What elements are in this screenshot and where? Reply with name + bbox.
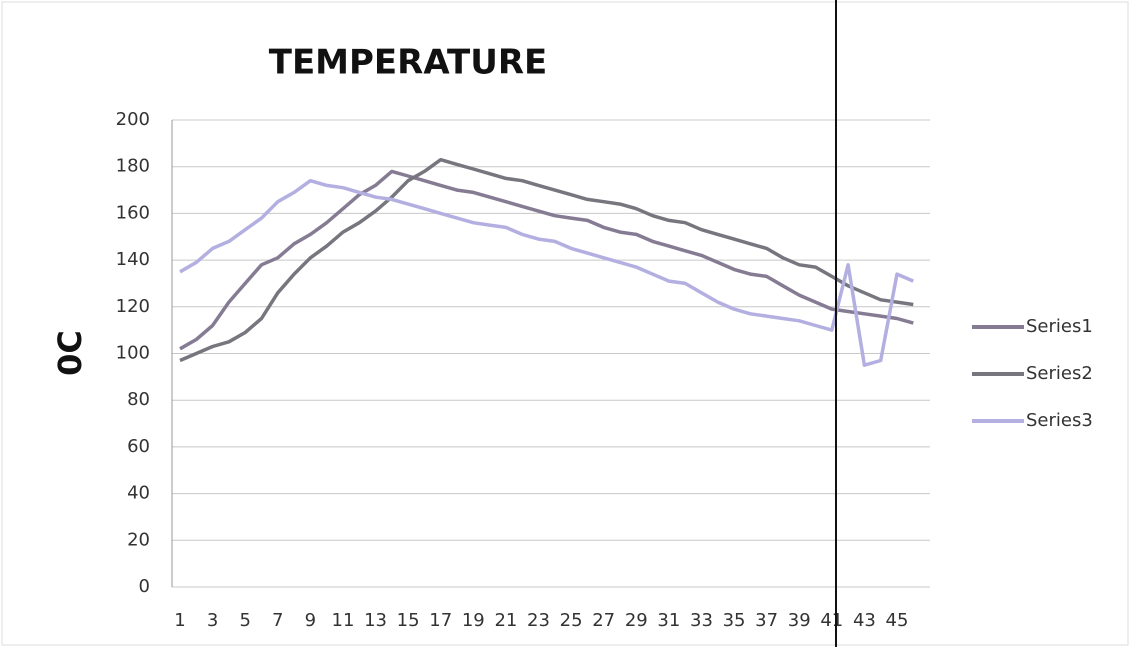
x-tick-label: 25 — [560, 610, 583, 631]
legend-label: Series1 — [1026, 316, 1093, 337]
x-tick-label: 1 — [174, 610, 185, 631]
y-tick-label: 100 — [116, 343, 150, 364]
x-tick-label: 15 — [397, 610, 420, 631]
x-tick-label: 45 — [886, 610, 909, 631]
x-tick-label: 11 — [332, 610, 355, 631]
x-tick-label: 41 — [820, 610, 843, 631]
y-tick-label: 60 — [127, 436, 150, 457]
x-tick-label: 37 — [755, 610, 778, 631]
y-tick-label: 120 — [116, 296, 150, 317]
series-line — [179, 157, 914, 363]
x-tick-label: 35 — [723, 610, 746, 631]
x-tick-label: 39 — [788, 610, 811, 631]
y-tick-label: 40 — [127, 483, 150, 504]
series-line — [179, 178, 914, 367]
y-axis-label: 0C — [51, 330, 89, 376]
x-tick-label: 7 — [272, 610, 283, 631]
legend-label: Series2 — [1026, 363, 1093, 384]
x-tick-label: 27 — [592, 610, 615, 631]
x-tick-label: 43 — [853, 610, 876, 631]
y-tick-label: 80 — [127, 389, 150, 410]
y-tick-label: 0 — [139, 576, 150, 597]
legend-label: Series3 — [1026, 410, 1093, 431]
y-tick-label: 200 — [116, 109, 150, 130]
x-tick-label: 21 — [494, 610, 517, 631]
y-tick-label: 180 — [116, 156, 150, 177]
x-tick-label: 23 — [527, 610, 550, 631]
y-tick-label: 140 — [116, 249, 150, 270]
x-tick-label: 17 — [429, 610, 452, 631]
x-tick-label: 9 — [305, 610, 316, 631]
y-tick-label: 20 — [127, 529, 150, 550]
x-tick-label: 31 — [657, 610, 680, 631]
x-tick-label: 19 — [462, 610, 485, 631]
series-line — [179, 169, 914, 351]
x-tick-label: 5 — [239, 610, 250, 631]
x-tick-label: 13 — [364, 610, 387, 631]
x-tick-label: 29 — [625, 610, 648, 631]
x-tick-label: 3 — [207, 610, 218, 631]
y-tick-label: 160 — [116, 202, 150, 223]
chart-title: TEMPERATURE — [269, 43, 547, 83]
x-tick-label: 33 — [690, 610, 713, 631]
